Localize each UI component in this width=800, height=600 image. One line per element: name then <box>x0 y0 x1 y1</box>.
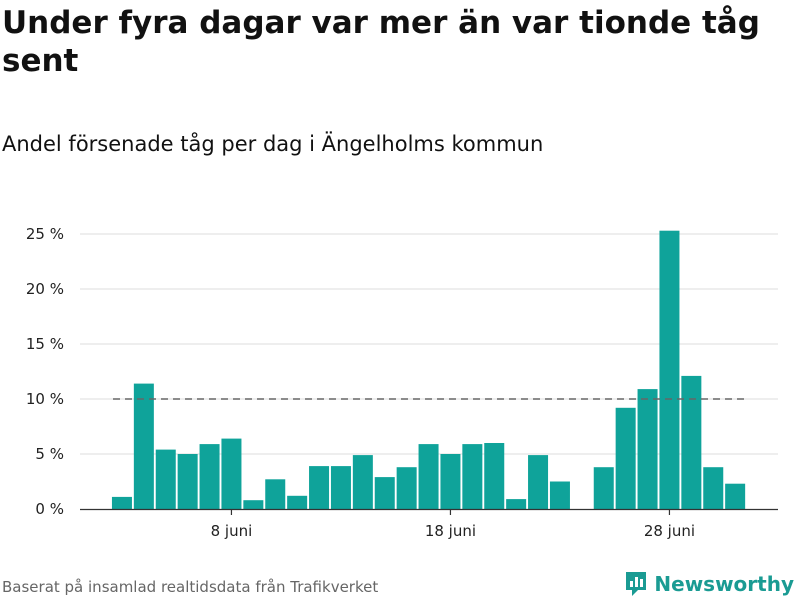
bar <box>681 375 702 509</box>
y-tick-label: 20 % <box>26 280 64 298</box>
bar <box>309 466 330 509</box>
bar-chart: 0 % 5 % 10 % 15 % 20 % 25 % 8 juni 18 juni 28 j… <box>26 225 778 540</box>
y-tick-label: 25 % <box>26 225 64 243</box>
bar <box>725 483 746 509</box>
bar <box>177 454 198 509</box>
bars <box>111 230 746 509</box>
newsworthy-logo: Newsworthy <box>624 570 794 598</box>
bar <box>462 444 483 509</box>
x-tick-label: 18 juni <box>425 522 476 540</box>
bar <box>484 443 505 509</box>
y-tick-label: 0 % <box>35 500 64 518</box>
bar <box>287 495 308 509</box>
x-axis <box>80 508 778 515</box>
bar <box>265 479 286 509</box>
bar <box>396 467 417 509</box>
bar <box>528 455 549 509</box>
bar <box>111 496 132 509</box>
bar <box>703 467 724 509</box>
brand-name: Newsworthy <box>654 572 794 596</box>
x-axis-labels: 8 juni 18 juni 28 juni <box>211 522 695 540</box>
chart-title: Under fyra dagar var mer än var tionde t… <box>2 5 760 79</box>
bar <box>418 444 439 509</box>
source-footnote: Baserat på insamlad realtidsdata från Tr… <box>2 578 379 596</box>
bar <box>330 466 351 509</box>
x-tick-label: 8 juni <box>211 522 253 540</box>
y-tick-label: 15 % <box>26 335 64 353</box>
bar <box>440 454 461 509</box>
bar <box>615 407 636 509</box>
bar <box>549 481 570 509</box>
chart-subtitle: Andel försenade tåg per dag i Ängelholms… <box>2 132 544 156</box>
bar <box>199 444 220 509</box>
bar <box>659 230 680 509</box>
bar <box>243 500 264 509</box>
bar <box>155 449 176 509</box>
bar <box>352 455 373 509</box>
bar <box>374 477 395 509</box>
bar <box>593 467 614 509</box>
x-tick-label: 28 juni <box>644 522 695 540</box>
newsworthy-icon <box>626 572 647 596</box>
y-tick-label: 5 % <box>35 445 64 463</box>
bar <box>221 438 242 509</box>
bar <box>133 383 154 509</box>
bar <box>506 499 527 509</box>
y-axis-labels: 0 % 5 % 10 % 15 % 20 % 25 % <box>26 225 64 518</box>
bar <box>637 389 658 509</box>
y-tick-label: 10 % <box>26 390 64 408</box>
